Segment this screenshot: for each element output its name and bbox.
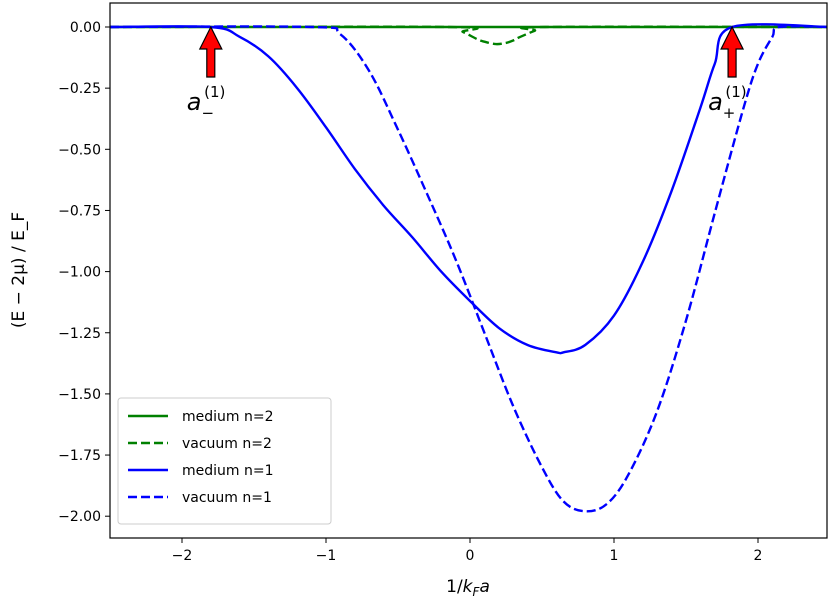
- x-tick-label: 0: [466, 548, 475, 564]
- legend-label-medium-n-2: medium n=2: [182, 409, 274, 425]
- x-axis: −2 −1 0 1 2: [172, 538, 763, 564]
- y-tick-label: −1.50: [58, 387, 101, 403]
- legend-box: [117, 397, 332, 525]
- annotation-layer: a−(1) a+(1): [187, 25, 747, 122]
- legend: medium n=2 vacuum n=2 medium n=1 vacuum n=1: [117, 397, 332, 525]
- series-line-vacuum-n-1: [110, 25, 827, 513]
- annotation-a-plus: a+(1): [708, 25, 747, 122]
- legend-label-medium-n-1: medium n=1: [182, 463, 274, 479]
- y-axis-label: (E − 2μ) / E_F: [9, 212, 29, 328]
- annotation-a-minus: a−(1): [187, 25, 226, 122]
- series-line-vacuum-n-2: [110, 25, 827, 46]
- series-layer: [110, 23, 827, 513]
- annotation-label: a+(1): [708, 83, 747, 122]
- y-tick-label: −0.50: [58, 142, 101, 158]
- y-tick-label: −2.00: [58, 509, 101, 525]
- annotation-arrow: [198, 25, 223, 78]
- y-tick-label: −0.25: [58, 81, 101, 97]
- x-tick-label: −2: [172, 548, 193, 564]
- x-tick-label: −1: [316, 548, 337, 564]
- legend-label-vacuum-n-1: vacuum n=1: [182, 490, 272, 506]
- series-line-medium-n-1: [110, 23, 827, 355]
- annotation-label: a−(1): [187, 83, 226, 122]
- y-axis: 0.00 −0.25 −0.50 −0.75 −1.00 −1.25 −1.50 −1.75 −…: [58, 20, 110, 525]
- plot-frame: [109, 2, 828, 539]
- y-tick-label: −1.75: [58, 448, 101, 464]
- annotation-arrow: [720, 25, 745, 78]
- y-tick-label: 0.00: [70, 20, 101, 36]
- x-tick-label: 2: [754, 548, 763, 564]
- y-tick-label: −1.25: [58, 326, 101, 342]
- x-axis-label: 1/kFa: [446, 577, 490, 599]
- y-tick-label: −1.00: [58, 265, 101, 281]
- x-tick-label: 1: [610, 548, 619, 564]
- y-tick-label: −0.75: [58, 203, 101, 219]
- legend-label-vacuum-n-2: vacuum n=2: [182, 436, 272, 452]
